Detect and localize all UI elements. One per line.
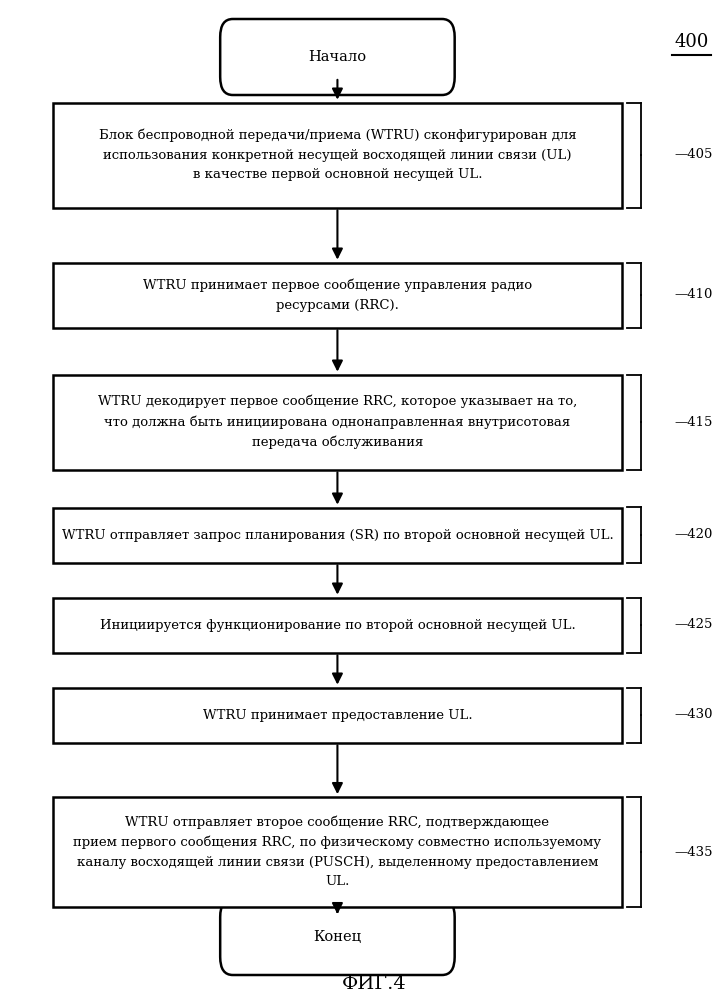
- Text: WTRU принимает первое сообщение управления радио
ресурсами (RRC).: WTRU принимает первое сообщение управлен…: [143, 278, 532, 312]
- Text: 400: 400: [675, 33, 709, 51]
- Text: Блок беспроводной передачи/приема (WTRU) сконфигурирован для
использования конкр: Блок беспроводной передачи/приема (WTRU)…: [98, 129, 576, 181]
- FancyBboxPatch shape: [53, 598, 622, 652]
- Text: Начало: Начало: [309, 50, 367, 64]
- Text: —425: —425: [674, 618, 713, 632]
- Text: WTRU декодирует первое сообщение RRC, которое указывает на то,
что должна быть и: WTRU декодирует первое сообщение RRC, ко…: [98, 395, 577, 449]
- Text: Конец: Конец: [313, 930, 362, 944]
- Text: Инициируется функционирование по второй основной несущей UL.: Инициируется функционирование по второй …: [100, 618, 576, 632]
- FancyBboxPatch shape: [53, 797, 622, 907]
- FancyBboxPatch shape: [221, 899, 455, 975]
- FancyBboxPatch shape: [53, 103, 622, 208]
- Text: —420: —420: [674, 528, 713, 542]
- Text: WTRU принимает предоставление UL.: WTRU принимает предоставление UL.: [202, 708, 472, 722]
- FancyBboxPatch shape: [53, 688, 622, 742]
- FancyBboxPatch shape: [221, 19, 455, 95]
- Text: ФИГ.4: ФИГ.4: [342, 975, 406, 993]
- FancyBboxPatch shape: [53, 374, 622, 470]
- FancyBboxPatch shape: [53, 262, 622, 328]
- Text: —415: —415: [674, 416, 713, 428]
- Text: —435: —435: [674, 846, 713, 858]
- Text: —430: —430: [674, 708, 713, 722]
- Text: —405: —405: [674, 148, 713, 161]
- Text: WTRU отправляет второе сообщение RRC, подтверждающее
прием первого сообщения RRC: WTRU отправляет второе сообщение RRC, по…: [74, 816, 602, 888]
- Text: —410: —410: [674, 288, 713, 302]
- FancyBboxPatch shape: [53, 508, 622, 562]
- Text: WTRU отправляет запрос планирования (SR) по второй основной несущей UL.: WTRU отправляет запрос планирования (SR)…: [61, 528, 613, 542]
